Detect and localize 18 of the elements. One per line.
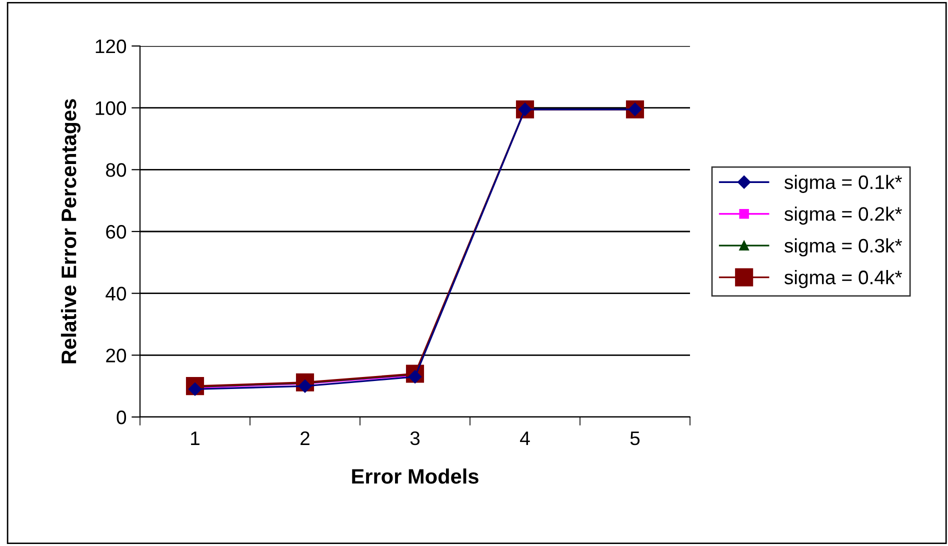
x-tick-label: 2 xyxy=(300,431,310,445)
legend-label: sigma = 0.4k* xyxy=(784,270,902,288)
legend-label: sigma = 0.2k* xyxy=(784,206,902,225)
y-tick-label: 20 xyxy=(106,348,126,362)
y-tick-label: 0 xyxy=(116,410,126,424)
x-tick-label: 3 xyxy=(410,431,420,446)
x-tick-label: 5 xyxy=(630,432,640,446)
legend-label: sigma = 0.3k* xyxy=(784,238,902,256)
legend-label: sigma = 0.1k* xyxy=(784,174,902,193)
x-axis-title: Error Models xyxy=(352,468,478,484)
y-tick-label: 100 xyxy=(96,101,126,116)
y-tick-label: 60 xyxy=(106,224,126,239)
x-tick-label: 1 xyxy=(191,432,200,445)
y-tick-label: 120 xyxy=(96,39,126,54)
y-tick-label: 40 xyxy=(106,286,126,301)
x-tick-label: 4 xyxy=(520,432,530,445)
y-axis-title: Relative Error Percentages xyxy=(60,99,80,364)
y-tick-label: 80 xyxy=(106,163,126,177)
